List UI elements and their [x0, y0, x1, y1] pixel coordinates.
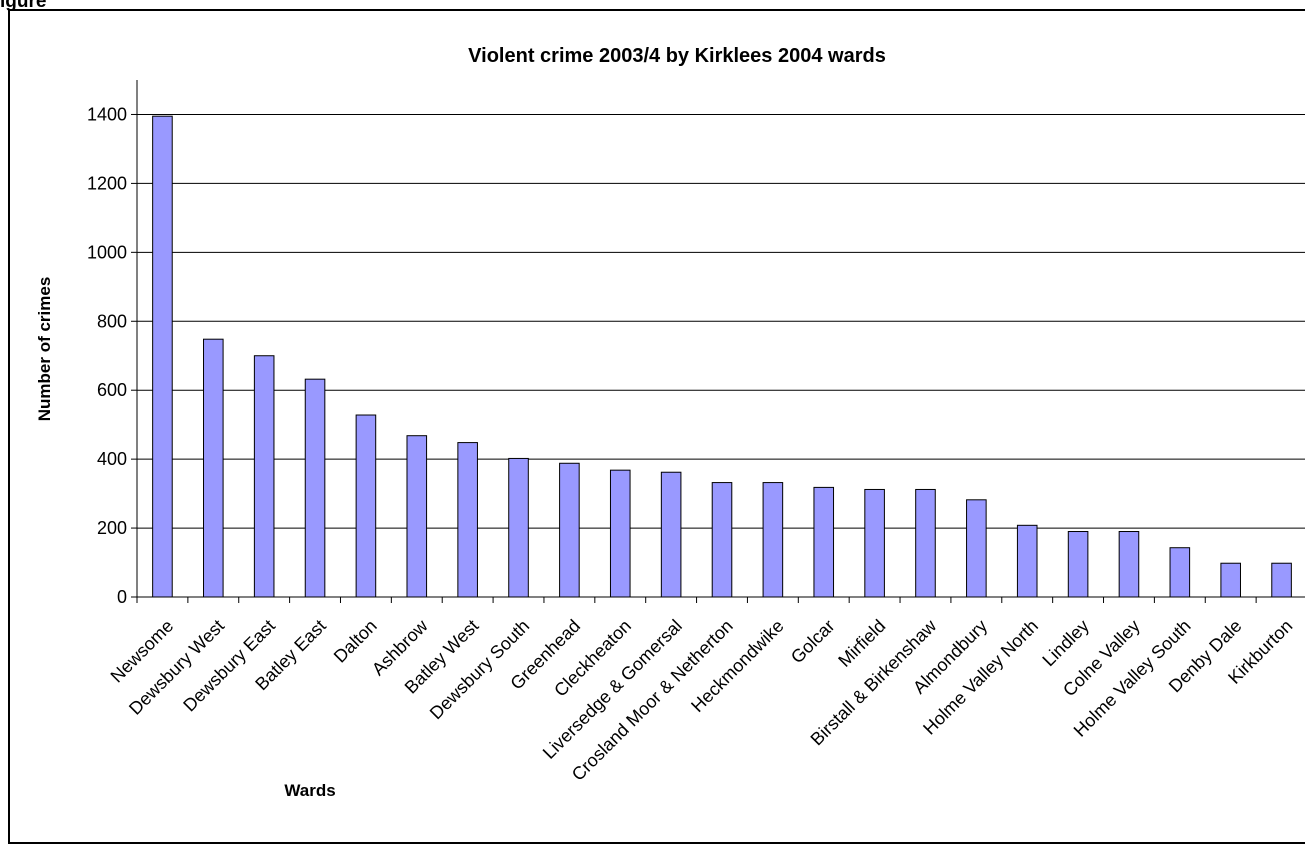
bar — [1118, 531, 1140, 598]
bar — [1067, 531, 1089, 598]
bar — [660, 471, 682, 598]
bar — [1169, 547, 1191, 598]
bar — [762, 482, 784, 598]
y-tick-label: 0 — [117, 587, 127, 607]
bar — [966, 499, 987, 598]
bar — [253, 355, 275, 598]
bar — [406, 435, 428, 598]
y-tick-label: 1000 — [87, 242, 127, 262]
bar-chart: Violent crime 2003/4 by Kirklees 2004 wa… — [35, 45, 1305, 800]
bar — [508, 457, 529, 598]
y-tick-label: 800 — [97, 311, 127, 331]
y-tick-label: 600 — [97, 380, 127, 400]
bar — [1016, 524, 1038, 598]
chart-frame: Violent crime 2003/4 by Kirklees 2004 wa… — [8, 9, 1305, 844]
bar — [152, 115, 173, 598]
bar — [711, 482, 733, 598]
y-axis-label: Number of crimes — [35, 277, 54, 422]
bar — [203, 338, 224, 598]
y-tick-label: 1200 — [87, 173, 127, 193]
bar — [355, 414, 377, 598]
bar — [304, 378, 326, 598]
x-axis-label: Wards — [284, 781, 335, 800]
x-tick-label: Golcar — [787, 616, 839, 668]
bar — [559, 462, 580, 598]
x-tick-label: Heckmondwike — [687, 616, 787, 716]
bar — [915, 488, 936, 598]
bar — [457, 442, 478, 598]
bars — [152, 115, 1292, 598]
bar — [813, 486, 835, 598]
chart-title: Violent crime 2003/4 by Kirklees 2004 wa… — [468, 45, 886, 67]
bar — [1271, 562, 1292, 598]
bar — [864, 488, 885, 598]
y-tick-labels: 0 200 400 600 800 1000 1200 1400 — [87, 104, 137, 607]
bar — [1220, 562, 1241, 598]
y-tick-label: 1400 — [87, 104, 127, 124]
y-tick-label: 400 — [97, 449, 127, 469]
x-tick-label: Dewsbury East — [179, 616, 279, 716]
y-tick-label: 200 — [97, 518, 127, 538]
bar — [609, 469, 631, 598]
